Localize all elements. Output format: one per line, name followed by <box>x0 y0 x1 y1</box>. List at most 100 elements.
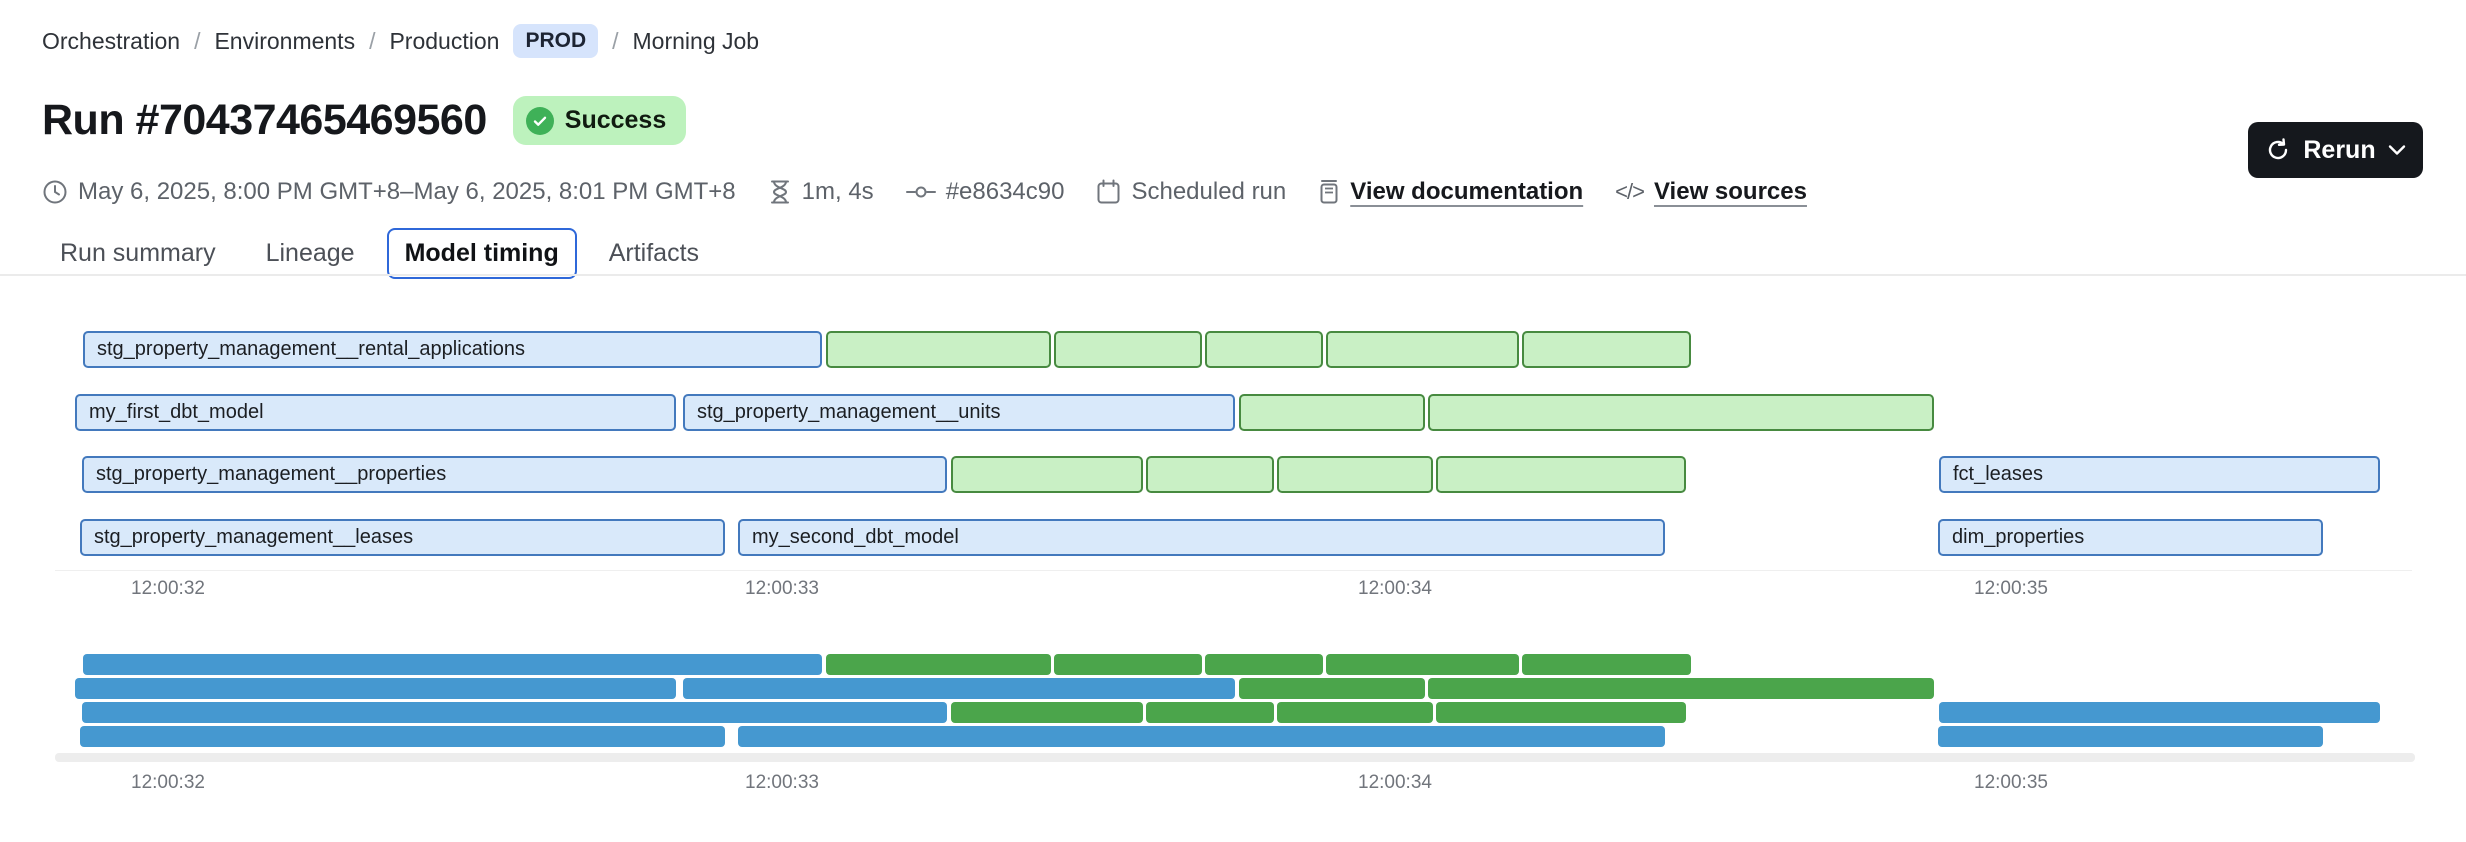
tab-bar: Run summary Lineage Model timing Artifac… <box>42 228 717 279</box>
run-commit: #e8634c90 <box>905 178 1065 206</box>
gantt-bar-my_second_dbt_model[interactable]: my_second_dbt_model <box>738 519 1665 556</box>
gantt-bar[interactable] <box>1054 331 1202 368</box>
gantt-bar-stg_property_management__leases[interactable]: stg_property_management__leases <box>80 519 725 556</box>
tab-model-timing[interactable]: Model timing <box>386 228 577 279</box>
view-documentation-link[interactable]: View documentation <box>1350 178 1584 205</box>
commit-hash: #e8634c90 <box>945 178 1065 205</box>
run-metadata: May 6, 2025, 8:00 PM GMT+8–May 6, 2025, … <box>42 178 1807 206</box>
gantt-bar-my_first_dbt_model[interactable]: my_first_dbt_model <box>75 394 676 431</box>
tab-run-summary[interactable]: Run summary <box>60 239 216 267</box>
minimap-bar <box>1428 678 1934 699</box>
tabs-divider <box>0 274 2466 276</box>
gantt-bar-dim_properties[interactable]: dim_properties <box>1938 519 2323 556</box>
axis-tick-label: 12:00:32 <box>131 772 205 793</box>
run-time-range: May 6, 2025, 8:00 PM GMT+8–May 6, 2025, … <box>42 178 736 206</box>
check-icon <box>525 106 554 135</box>
gantt-bar-stg_property_management__units[interactable]: stg_property_management__units <box>683 394 1235 431</box>
minimap-bar <box>1239 678 1425 699</box>
gantt-bar[interactable] <box>1146 456 1274 493</box>
minimap-bar <box>1522 654 1691 675</box>
breadcrumb: Orchestration / Environments / Productio… <box>42 24 759 58</box>
calendar-icon <box>1096 179 1121 205</box>
gantt-bar-label: stg_property_management__rental_applicat… <box>97 338 526 360</box>
gantt-bar-label: dim_properties <box>1952 526 2085 548</box>
axis-tick-label: 12:00:35 <box>1974 578 2048 599</box>
minimap-bar <box>75 678 676 699</box>
status-badge: Success <box>512 96 687 145</box>
commit-icon <box>905 182 936 202</box>
gantt-bar-stg_property_management__properties[interactable]: stg_property_management__properties <box>82 456 947 493</box>
document-icon <box>1318 179 1340 205</box>
minimap-bar <box>951 702 1143 723</box>
gantt-bar[interactable] <box>1239 394 1425 431</box>
minimap-bar <box>738 726 1665 747</box>
gantt-bar[interactable] <box>1326 331 1519 368</box>
gantt-bar[interactable] <box>826 331 1051 368</box>
minimap-bar <box>83 654 822 675</box>
status-label: Success <box>564 106 667 134</box>
axis-tick-label: 12:00:33 <box>745 772 819 793</box>
axis-tick-label: 12:00:34 <box>1358 578 1432 599</box>
code-icon: </> <box>1615 179 1645 204</box>
gantt-bar-label: my_first_dbt_model <box>89 401 264 423</box>
minimap-bar <box>1326 654 1519 675</box>
breadcrumb-separator: / <box>194 27 201 54</box>
gantt-bar-stg_property_management__rental_applications[interactable]: stg_property_management__rental_applicat… <box>83 331 822 368</box>
hourglass-icon <box>768 179 792 205</box>
tab-artifacts[interactable]: Artifacts <box>608 239 700 267</box>
title-row: Run #70437465469560 Success <box>42 96 687 145</box>
gantt-bar-label: stg_property_management__properties <box>96 463 447 485</box>
refresh-icon <box>2265 137 2291 163</box>
prod-environment-badge: PROD <box>513 24 599 58</box>
breadcrumb-orchestration[interactable]: Orchestration <box>42 27 181 54</box>
breadcrumb-environments[interactable]: Environments <box>214 27 356 54</box>
rerun-button[interactable]: Rerun <box>2248 122 2423 178</box>
duration-text: 1m, 4s <box>801 178 874 205</box>
gantt-axis-line <box>55 570 2412 571</box>
minimap-bar <box>1054 654 1202 675</box>
minimap-bar <box>1205 654 1323 675</box>
gantt-bar[interactable] <box>951 456 1143 493</box>
minimap-bar <box>683 678 1235 699</box>
gantt-bar-label: stg_property_management__units <box>697 401 1001 423</box>
gantt-bar[interactable] <box>1436 456 1686 493</box>
run-duration: 1m, 4s <box>768 178 874 206</box>
view-sources-link[interactable]: View sources <box>1653 178 1807 205</box>
gantt-bar[interactable] <box>1205 331 1323 368</box>
minimap-bar <box>1277 702 1433 723</box>
axis-tick-label: 12:00:33 <box>745 578 819 599</box>
time-range-text: May 6, 2025, 8:00 PM GMT+8–May 6, 2025, … <box>78 178 736 205</box>
trigger-text: Scheduled run <box>1131 178 1287 205</box>
gantt-bar[interactable] <box>1428 394 1934 431</box>
minimap-bar <box>1939 702 2380 723</box>
breadcrumb-morning-job[interactable]: Morning Job <box>632 27 760 54</box>
view-sources[interactable]: </> View sources <box>1615 178 1807 206</box>
minimap-bar <box>82 702 947 723</box>
breadcrumb-separator: / <box>612 27 619 54</box>
minimap-scroll-track[interactable] <box>55 753 2415 762</box>
gantt-bar[interactable] <box>1522 331 1691 368</box>
axis-tick-label: 12:00:32 <box>131 578 205 599</box>
minimap-bar <box>826 654 1051 675</box>
chevron-down-icon[interactable] <box>2388 144 2406 156</box>
clock-icon <box>42 179 68 205</box>
minimap-bar <box>80 726 725 747</box>
axis-tick-label: 12:00:34 <box>1358 772 1432 793</box>
rerun-label: Rerun <box>2303 135 2376 164</box>
minimap-bar <box>1436 702 1686 723</box>
gantt-bar-fct_leases[interactable]: fct_leases <box>1939 456 2380 493</box>
gantt-bar[interactable] <box>1277 456 1433 493</box>
breadcrumb-separator: / <box>369 27 376 54</box>
axis-tick-label: 12:00:35 <box>1974 772 2048 793</box>
page-title: Run #70437465469560 <box>42 96 487 144</box>
gantt-bar-label: fct_leases <box>1953 463 2044 485</box>
run-trigger: Scheduled run <box>1096 178 1286 206</box>
tab-lineage[interactable]: Lineage <box>265 239 355 267</box>
gantt-bar-label: stg_property_management__leases <box>94 526 414 548</box>
view-documentation[interactable]: View documentation <box>1318 178 1583 206</box>
breadcrumb-production[interactable]: Production <box>389 27 500 54</box>
minimap-bar <box>1938 726 2323 747</box>
minimap-bar <box>1146 702 1274 723</box>
gantt-bar-label: my_second_dbt_model <box>752 526 959 548</box>
